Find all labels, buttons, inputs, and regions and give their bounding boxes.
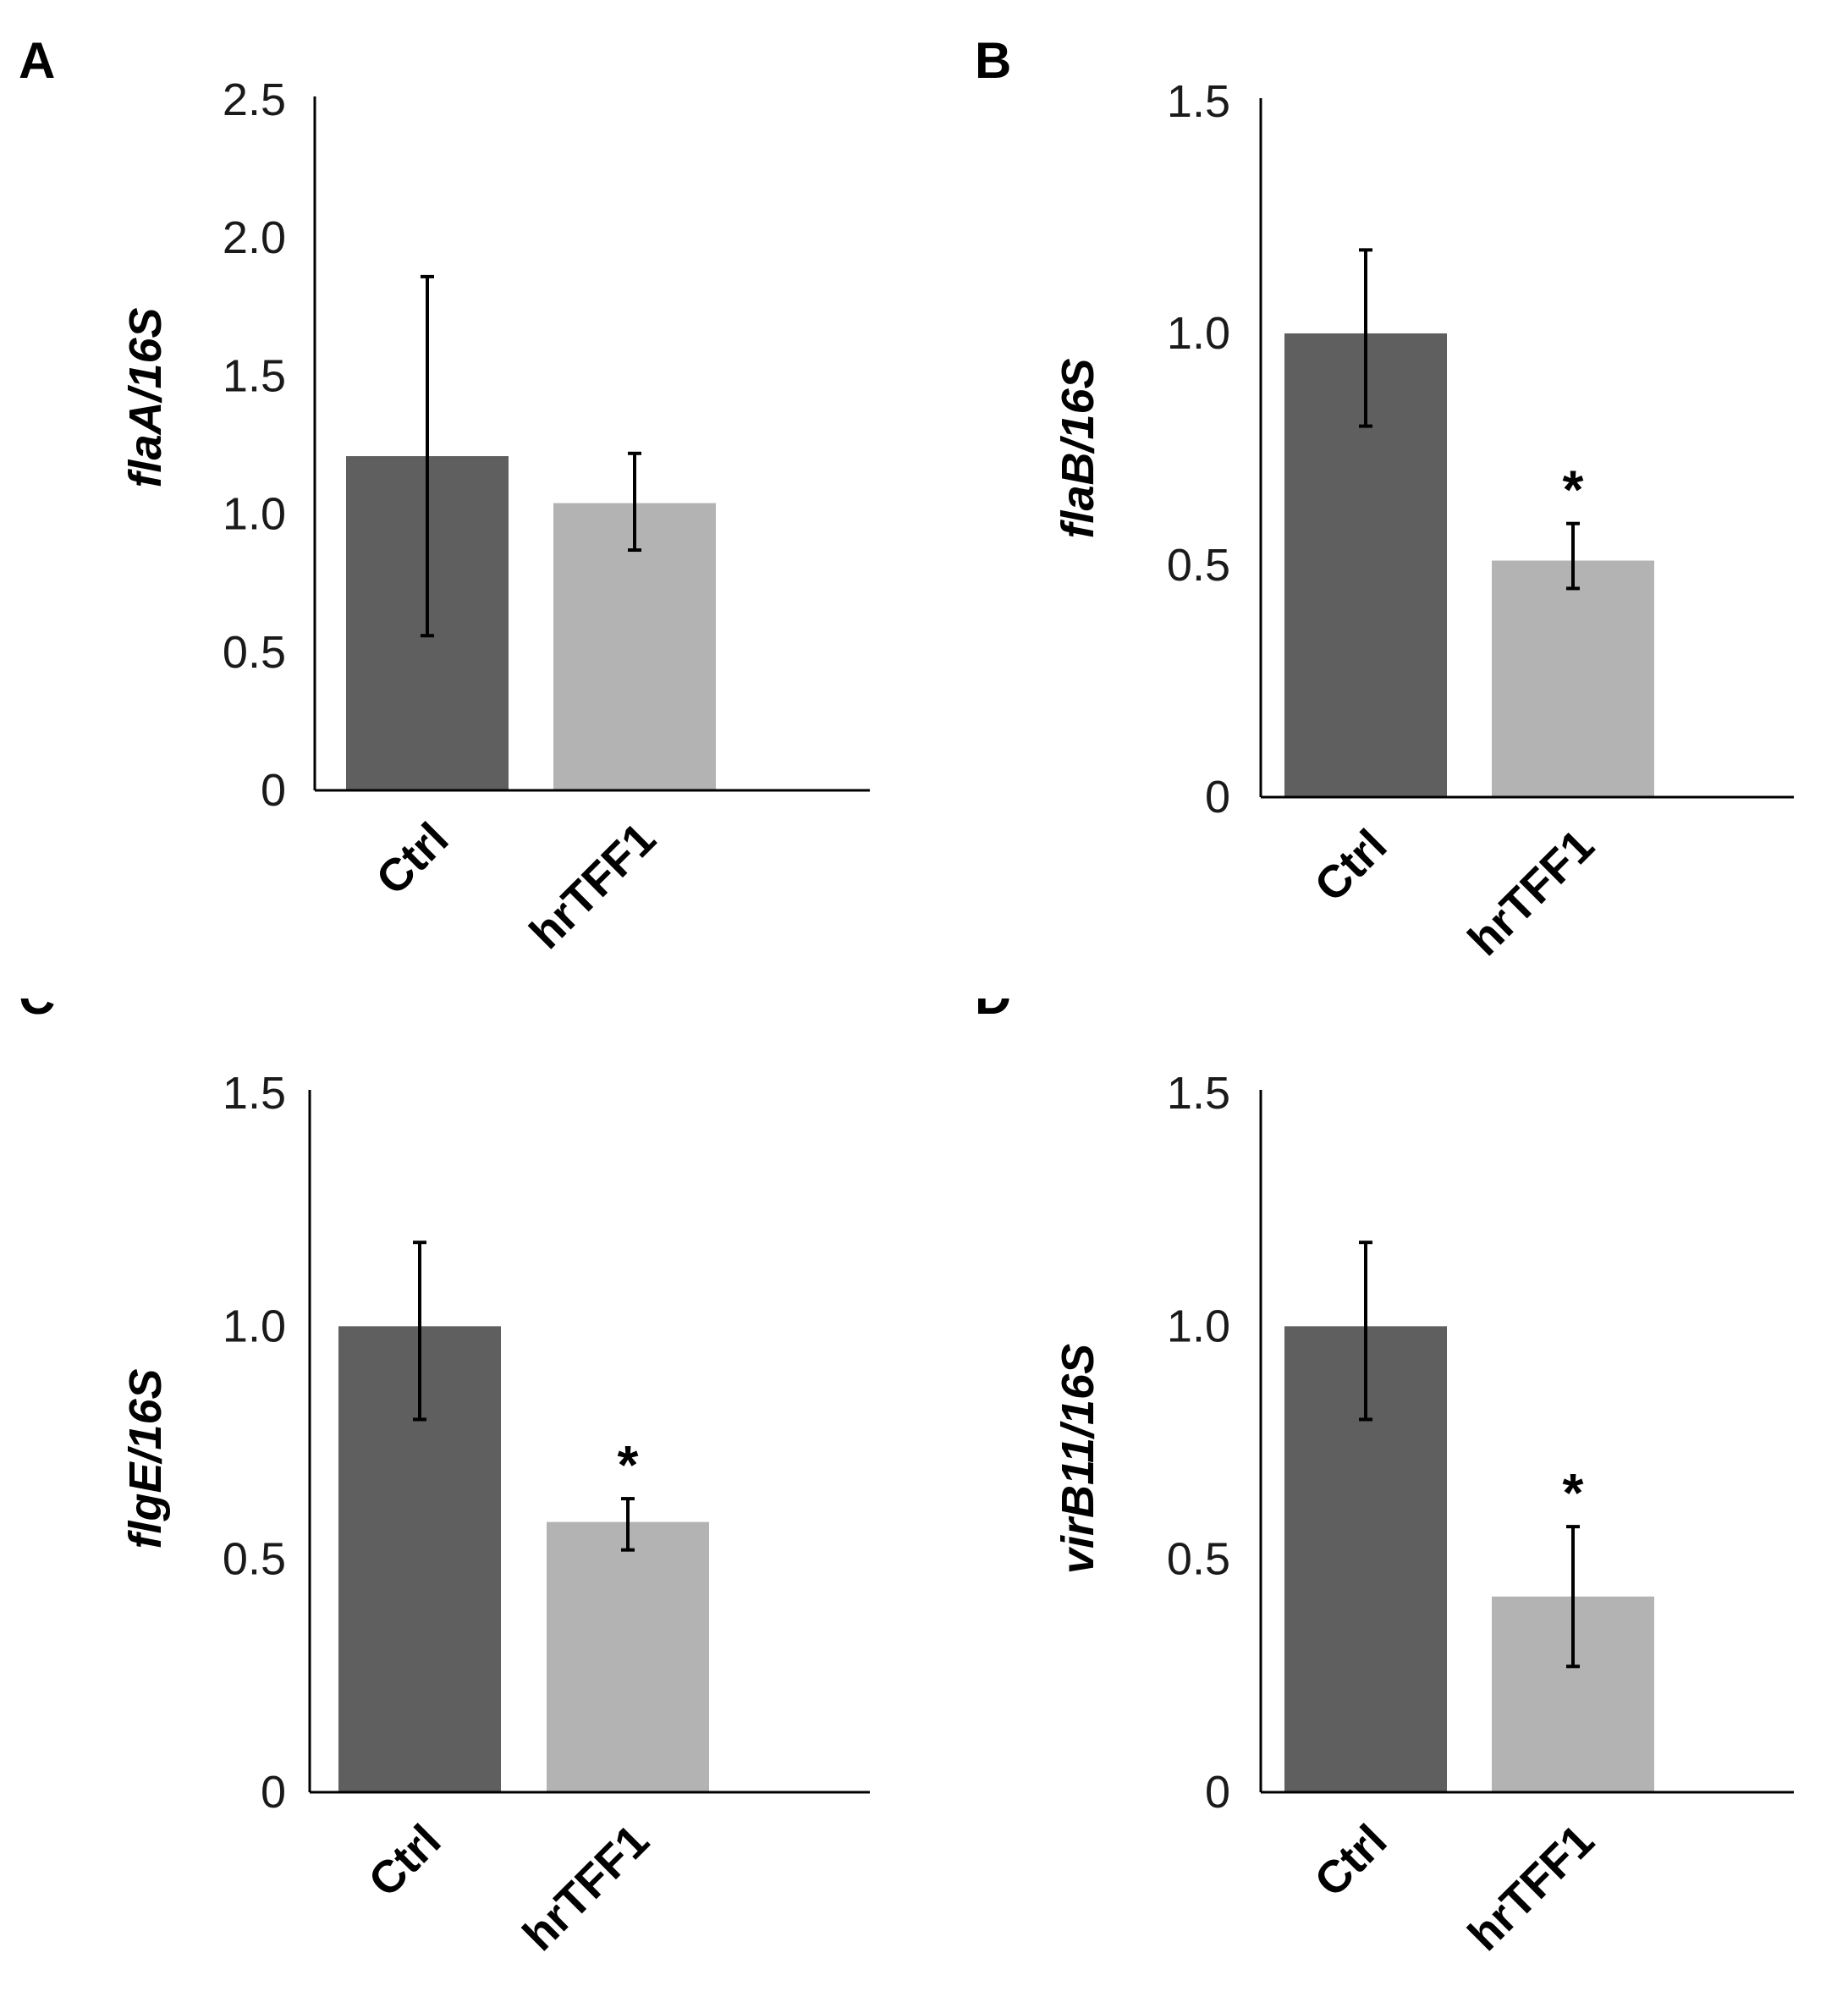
bar-chart-a: A flaA/16S 0 0.5 1.0 1.5 2.0 2.5 Ctrl hrTFF1 — [19, 32, 870, 959]
y-axis-label: flaB/16S — [1053, 358, 1103, 538]
panel-letter: B — [975, 32, 1011, 89]
bar-chart-c: C flgE/16S * 0 0.5 1.0 1.5 Ctrl hrTFF1 — [19, 998, 870, 1961]
significance-mark: * — [618, 1434, 639, 1495]
y-tick-label: 1.0 — [1167, 308, 1230, 359]
bar-chart-b: B flaB/16S * 0 0.5 1.0 1.5 Ctrl hrTFF1 — [975, 32, 1794, 965]
panel-d: D virB11/16S * 0 0.5 1.0 1.5 Ctrl hrTFF1 — [924, 998, 1848, 1997]
x-tick-label-ctrl: Ctrl — [1305, 1815, 1396, 1906]
y-tick-label: 1.0 — [223, 1301, 286, 1351]
error-bar-hrtff1 — [1566, 1525, 1580, 1669]
y-tick-label: 0.5 — [223, 627, 286, 678]
y-tick-label: 0 — [1205, 772, 1230, 822]
panel-letter: C — [19, 998, 55, 1025]
error-bar-ctrl — [1359, 248, 1372, 428]
x-tick-label-hrtff1: hrTFF1 — [520, 813, 666, 959]
y-tick-label: 0.5 — [1167, 540, 1230, 591]
bar-hrtff1 — [1492, 560, 1654, 797]
x-tick-label-hrtff1: hrTFF1 — [514, 1815, 659, 1961]
y-tick-label: 1.5 — [223, 350, 286, 401]
y-tick-label: 0 — [261, 1767, 286, 1818]
y-tick-label: 0.5 — [223, 1534, 286, 1585]
x-tick-label-ctrl: Ctrl — [1305, 820, 1396, 911]
panel-c: C flgE/16S * 0 0.5 1.0 1.5 Ctrl hrTFF1 — [0, 998, 924, 1997]
error-bar-ctrl — [421, 274, 434, 638]
error-bar-ctrl — [1359, 1241, 1372, 1422]
error-bar-ctrl — [413, 1241, 426, 1422]
panel-a: A flaA/16S 0 0.5 1.0 1.5 2.0 2.5 Ctrl hrTFF1 — [0, 0, 924, 998]
x-tick-label-ctrl: Ctrl — [359, 1815, 450, 1906]
panel-letter: D — [975, 998, 1011, 1025]
y-tick-label: 2.5 — [223, 74, 286, 125]
y-axis-label: flgE/16S — [120, 1368, 171, 1549]
error-bar-hrtff1 — [621, 1497, 635, 1552]
significance-mark: * — [1563, 459, 1584, 520]
y-tick-label: 1.0 — [1167, 1301, 1230, 1351]
y-tick-label: 0 — [261, 765, 286, 816]
y-tick-label: 0.5 — [1167, 1534, 1230, 1585]
significance-mark: * — [1563, 1462, 1584, 1523]
x-tick-label-hrtff1: hrTFF1 — [1459, 1815, 1604, 1961]
y-axis-label: flaA/16S — [120, 307, 171, 487]
panel-b: B flaB/16S * 0 0.5 1.0 1.5 Ctrl hrTFF1 — [924, 0, 1848, 998]
y-tick-label: 1.0 — [223, 489, 286, 540]
y-tick-label: 0 — [1205, 1767, 1230, 1818]
y-tick-label: 1.5 — [223, 1068, 286, 1119]
y-axis-label: virB11/16S — [1053, 1344, 1103, 1574]
y-tick-label: 2.0 — [223, 212, 286, 263]
error-bar-hrtff1 — [1566, 521, 1580, 591]
error-bar-hrtff1 — [628, 451, 641, 553]
y-tick-label: 1.5 — [1167, 76, 1230, 127]
panel-letter: A — [19, 32, 55, 89]
x-tick-label-ctrl: Ctrl — [366, 813, 458, 905]
bar-chart-d: D virB11/16S * 0 0.5 1.0 1.5 Ctrl hrTFF1 — [975, 998, 1794, 1961]
y-tick-label: 1.5 — [1167, 1068, 1230, 1119]
bar-hrtff1 — [547, 1521, 709, 1792]
x-tick-label-hrtff1: hrTFF1 — [1459, 820, 1604, 965]
